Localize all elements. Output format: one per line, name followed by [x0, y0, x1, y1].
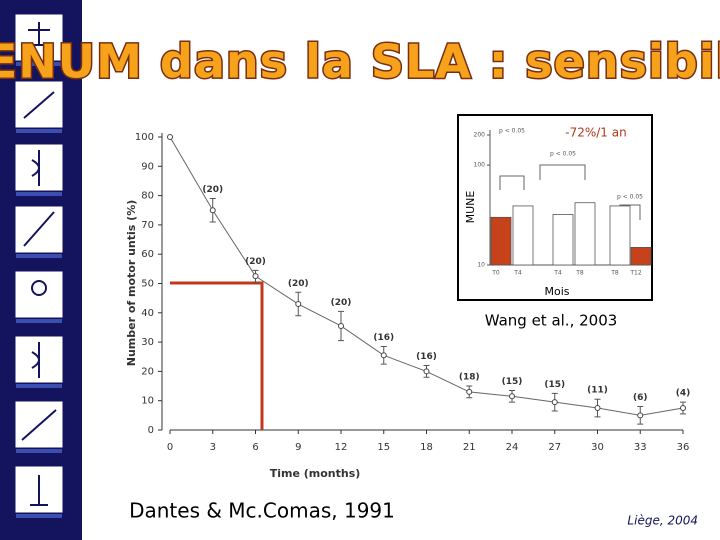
y-tick-label: 80 — [141, 191, 154, 202]
annotation: p < 0.05 — [499, 128, 525, 135]
x-tick-label: 21 — [463, 442, 476, 453]
x-tick-label: 18 — [420, 442, 433, 453]
bar — [552, 214, 574, 266]
point-label: (11) — [587, 386, 608, 396]
x-tick-label: 30 — [591, 442, 604, 453]
annotation: p < 0.05 — [550, 151, 576, 158]
y-axis-label: MUNE — [464, 191, 477, 224]
data-point — [209, 207, 216, 214]
data-point — [423, 368, 430, 375]
x-tick-label: 9 — [295, 442, 301, 453]
annotation-line — [170, 281, 264, 430]
x-tick-label: T8 — [575, 270, 584, 277]
point-label: (20) — [202, 185, 223, 195]
data-point — [637, 412, 644, 419]
point-label: (20) — [245, 257, 266, 267]
data-point — [252, 273, 259, 280]
point-label: (18) — [459, 373, 480, 383]
point-label: (15) — [502, 377, 523, 387]
y-tick-label: 90 — [141, 161, 154, 172]
bar — [609, 205, 631, 266]
x-tick-label: 24 — [506, 442, 519, 453]
data-point — [167, 134, 173, 140]
y-tick-label: 10 — [477, 262, 485, 269]
sidebar-icons — [15, 14, 63, 518]
bar — [512, 205, 534, 266]
y-tick-label: 60 — [141, 249, 154, 260]
x-axis-label: Time (months) — [270, 467, 361, 480]
data-point — [466, 388, 473, 395]
bar — [574, 202, 596, 266]
x-tick-label: 33 — [634, 442, 647, 453]
bar — [630, 247, 652, 266]
data-point — [509, 393, 515, 400]
y-tick-label: 100 — [474, 162, 486, 169]
inset-chart: -72%/1 an MUNE Mois p < 0.05 p < 0.05 p … — [457, 114, 653, 301]
slide-title: ENUM dans la SLA : sensibilité — [0, 35, 720, 89]
data-point — [295, 301, 302, 308]
x-tick-label: 36 — [677, 442, 690, 453]
x-tick-label: 3 — [210, 442, 216, 453]
x-tick-label: 27 — [548, 442, 561, 453]
data-point — [338, 322, 344, 329]
y-tick-label: 10 — [141, 396, 154, 407]
y-tick-label: 20 — [141, 366, 154, 377]
annotation: p < 0.05 — [617, 194, 643, 201]
data-point — [380, 352, 387, 359]
y-axis-label: Number of motor untis (%) — [125, 200, 138, 367]
inset-source: Wang et al., 2003 — [485, 312, 618, 330]
footer: Liège, 2004 — [627, 514, 698, 528]
x-tick-label: 15 — [377, 442, 390, 453]
x-tick-label: T8 — [610, 270, 619, 277]
x-tick-label: T4 — [513, 270, 522, 277]
y-tick-label: 200 — [474, 132, 486, 139]
x-tick-label: T4 — [553, 270, 562, 277]
bar — [490, 216, 512, 266]
point-label: (20) — [288, 279, 309, 289]
x-tick-label: T0 — [491, 270, 500, 277]
x-tick-label: 12 — [335, 442, 348, 453]
x-tick-label: 6 — [252, 442, 258, 453]
point-label: (15) — [544, 380, 565, 390]
y-tick-label: 0 — [148, 425, 154, 436]
data-point — [594, 405, 601, 412]
y-tick-label: 40 — [141, 308, 154, 319]
main-chart: Time (months) Number of motor untis (%) … — [125, 132, 690, 480]
y-tick-label: 30 — [141, 337, 154, 348]
data-point — [680, 405, 686, 412]
y-tick-label: 50 — [141, 279, 154, 290]
y-tick-label: 100 — [135, 132, 154, 143]
point-label: (16) — [373, 333, 394, 343]
x-tick-label: T12 — [629, 270, 641, 277]
inset-title: -72%/1 an — [565, 126, 626, 140]
point-label: (16) — [416, 352, 437, 362]
data-point — [551, 399, 558, 406]
point-label: (6) — [633, 393, 648, 403]
x-axis-label: Mois — [544, 285, 569, 298]
main-source: Dantes & Mc.Comas, 1991 — [129, 499, 395, 523]
point-label: (4) — [676, 389, 691, 399]
x-tick-label: 0 — [167, 442, 173, 453]
point-label: (20) — [331, 298, 352, 308]
y-tick-label: 70 — [141, 220, 154, 231]
